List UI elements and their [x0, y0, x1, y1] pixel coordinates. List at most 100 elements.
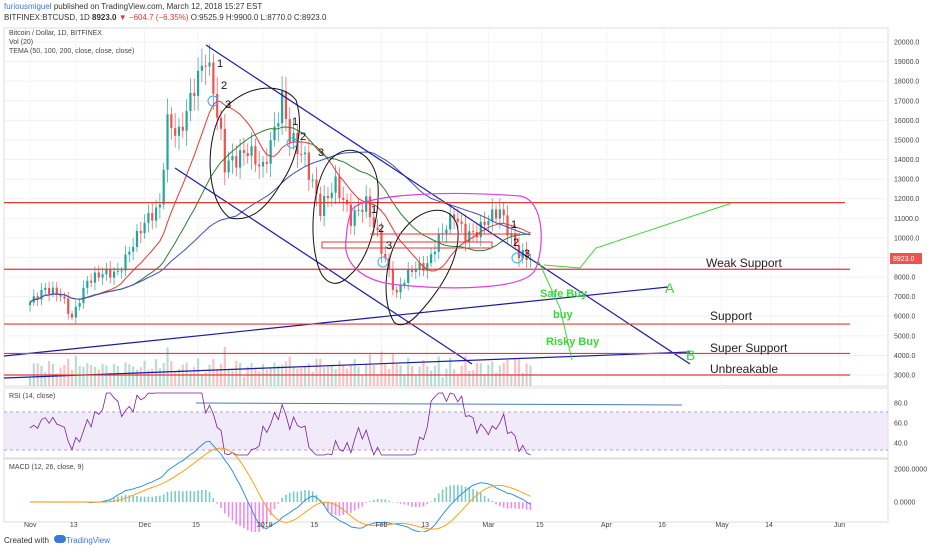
candle [387, 258, 391, 270]
volume-bar [387, 369, 391, 386]
volume-bar [472, 370, 475, 386]
candle [483, 221, 486, 226]
volume-bar [158, 368, 161, 386]
macd-hist-bar [514, 502, 516, 509]
macd-hist-bar [155, 496, 157, 503]
volume-bar [223, 346, 226, 386]
macd-hist-bar [220, 502, 222, 509]
candle [154, 207, 158, 221]
macd-hist-bar [189, 490, 192, 503]
candle [269, 140, 272, 164]
volume-bar [326, 366, 330, 386]
consolidation-ellipse[interactable] [345, 192, 542, 289]
candle [414, 269, 417, 272]
downtrend-upper-line[interactable] [205, 44, 691, 365]
y-tick-label: 19000.0 [894, 59, 919, 66]
macd-hist-bar [441, 489, 444, 503]
candle [78, 303, 81, 307]
candle [177, 126, 181, 136]
chart-canvas[interactable]: 1 2 3 1 2 3 1 2 3 1 2 3 Safe Buy buy Ris… [0, 24, 932, 532]
candle [494, 209, 498, 219]
volume-bar [311, 371, 314, 386]
super-support-label: Super Support [710, 341, 788, 355]
macd-hist-bar [468, 487, 471, 503]
volume-bar [338, 360, 341, 386]
published-text: published on TradingView.com, March 12, … [53, 2, 263, 11]
volume-bar [151, 368, 154, 386]
macd-hist-bar [499, 502, 501, 507]
macd-hist-bar [204, 489, 207, 503]
candle [288, 119, 291, 143]
candle [109, 268, 112, 278]
candle [361, 209, 364, 212]
macd-hist-bar [407, 502, 409, 506]
support-trendline-b[interactable] [3, 351, 691, 379]
trendlines [3, 44, 691, 406]
candle [158, 204, 161, 208]
macd-hist-bar [476, 490, 478, 503]
x-tick-label: Mar [482, 522, 495, 529]
downtrend-lower-line[interactable] [174, 167, 473, 365]
macd-hist-bar [296, 491, 299, 503]
ohlc-values: O:9525.9 H:9900.0 L:8770.0 C:8923.0 [190, 13, 327, 22]
candle-series [28, 44, 532, 324]
support-trendline-a[interactable] [3, 286, 669, 357]
candle [185, 111, 188, 131]
volume-bar [517, 359, 521, 386]
volume-bar [105, 365, 108, 386]
candle [135, 230, 139, 247]
macd-signal-line [30, 447, 531, 530]
volume-bar [177, 369, 181, 386]
x-tick-label: May [715, 522, 729, 529]
macd-hist-bar [388, 500, 390, 503]
ellipse-2[interactable] [312, 149, 379, 284]
candle [514, 233, 517, 246]
candle [502, 209, 505, 216]
macd-hist-bar [159, 495, 161, 503]
rsi-trendline[interactable] [195, 402, 683, 406]
macd-hist-bar [342, 502, 345, 515]
candle [97, 272, 100, 278]
x-tick-label: 16 [658, 522, 666, 529]
candle [90, 280, 93, 283]
macd-hist-bar [445, 487, 448, 503]
ellipse-3[interactable] [385, 209, 459, 326]
candle [395, 289, 398, 293]
candle [464, 223, 467, 243]
ellipse-1[interactable] [209, 87, 300, 220]
candle [231, 156, 234, 161]
macd-hist-bar [269, 502, 272, 516]
candle [284, 91, 288, 120]
consolidation-box [321, 241, 493, 249]
candle [151, 213, 154, 221]
macd-hist-bar [415, 502, 417, 508]
candle [132, 246, 135, 252]
macd-hist-bar [166, 491, 169, 503]
y-tick-label: 15000.0 [894, 137, 919, 144]
y-tick-label: 13000.0 [894, 177, 919, 184]
macd-hist-bar [308, 490, 310, 503]
macd-hist-bar [323, 502, 325, 506]
macd-hist-bar [376, 498, 379, 503]
volume-bar [288, 356, 291, 386]
weak-support-label: Weak Support [706, 256, 782, 270]
y-tick-label: 17000.0 [894, 98, 919, 105]
y-tick-label: 20000.0 [894, 40, 919, 47]
macd-hist-bar [525, 502, 528, 510]
y-tick-label: 3000.0 [894, 373, 916, 380]
candle [48, 287, 51, 295]
macd-hist-bar [373, 499, 375, 503]
volume-bar [464, 355, 467, 386]
tradingview-link[interactable]: TradingView [66, 536, 111, 545]
macd-hist-bar [334, 502, 337, 516]
x-tick-label: 15 [536, 522, 544, 529]
author-link[interactable]: furiousmiguel [4, 2, 52, 11]
rsi-tick-label: 80.0 [894, 401, 908, 408]
candle [372, 217, 375, 228]
volume-bar [269, 368, 272, 386]
y-tick-label: 4000.0 [894, 353, 916, 360]
candle [338, 176, 341, 198]
macd-hist-bar [403, 502, 406, 505]
macd-legend: MACD (12, 26, close, 9) [9, 464, 84, 471]
candle [93, 272, 97, 283]
